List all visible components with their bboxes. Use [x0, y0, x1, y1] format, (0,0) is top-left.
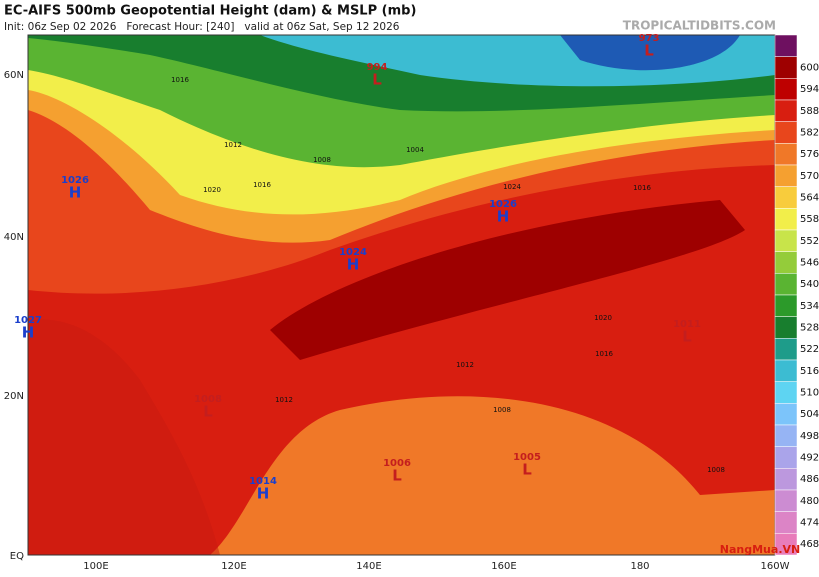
colorbar-swatch	[774, 164, 798, 187]
colorbar-swatch	[774, 294, 798, 317]
colorbar-swatch	[774, 56, 798, 79]
pressure-letter: L	[372, 71, 382, 89]
colorbar-label: 570	[800, 171, 819, 182]
colorbar-swatch	[774, 208, 798, 231]
colorbar-swatch	[774, 273, 798, 296]
colorbar-label: 528	[800, 323, 819, 334]
lat-label: EQ	[10, 551, 24, 562]
pressure-letter: L	[682, 328, 692, 346]
lon-label: 120E	[221, 561, 246, 572]
colorbar-top	[774, 34, 798, 57]
pressure-letter: H	[257, 485, 270, 503]
colorbar-label: 468	[800, 539, 819, 550]
pressure-value: 1026	[489, 199, 517, 210]
pressure-value: 1014	[249, 476, 277, 487]
colorbar-label: 558	[800, 214, 819, 225]
colorbar-swatch	[774, 78, 798, 101]
colorbar-swatch	[774, 338, 798, 361]
colorbar-swatch	[774, 446, 798, 469]
colorbar-label: 540	[800, 279, 819, 290]
colorbar-label: 474	[800, 518, 819, 529]
pressure-letter: H	[497, 208, 510, 226]
pressure-value: 1011	[673, 319, 701, 330]
contour-label: 1008	[313, 156, 331, 164]
lat-label: 40N	[4, 232, 24, 243]
watermark: NangMua.VN	[720, 543, 800, 556]
colorbar-label: 510	[800, 388, 819, 399]
lon-label: 140E	[356, 561, 381, 572]
colorbar-label: 552	[800, 236, 819, 247]
pressure-letter: L	[392, 467, 402, 485]
contour-label: 1016	[253, 181, 271, 189]
pressure-value: 1006	[383, 458, 411, 469]
pressure-letter: L	[644, 42, 654, 60]
lat-label: 20N	[4, 391, 24, 402]
colorbar-label: 600	[800, 63, 819, 74]
lon-label: 180	[630, 561, 649, 572]
colorbar-label: 576	[800, 149, 819, 160]
colorbar-swatch	[774, 251, 798, 274]
contour-label: 1016	[633, 184, 651, 192]
colorbar-swatch	[774, 316, 798, 339]
contour-label: 1012	[275, 396, 293, 404]
contour-label: 1004	[406, 146, 424, 154]
colorbar-label: 492	[800, 453, 819, 464]
colorbar-label: 564	[800, 193, 819, 204]
colorbar-label: 534	[800, 301, 819, 312]
map-field	[27, 34, 776, 556]
lon-label: 100E	[83, 561, 108, 572]
title: EC-AIFS 500mb Geopotential Height (dam) …	[4, 4, 416, 19]
pressure-value: 1005	[513, 452, 541, 463]
pressure-letter: L	[522, 461, 532, 479]
pressure-value: 994	[367, 62, 388, 73]
colorbar-label: 504	[800, 409, 819, 420]
pressure-value: 1027	[14, 315, 42, 326]
lat-label: 60N	[4, 70, 24, 81]
contour-label: 1016	[171, 76, 189, 84]
colorbar-label: 594	[800, 84, 819, 95]
colorbar-swatch	[774, 468, 798, 491]
contour-label: 1008	[707, 466, 725, 474]
colorbar-label: 498	[800, 431, 819, 442]
colorbar-label: 522	[800, 344, 819, 355]
colorbar-swatch	[774, 511, 798, 534]
pressure-value: 973	[639, 33, 660, 44]
contour-label: 1020	[203, 186, 221, 194]
colorbar-label: 588	[800, 106, 819, 117]
contour-label: 1012	[224, 141, 242, 149]
colorbar-swatch	[774, 99, 798, 122]
subtitle: Init: 06z Sep 02 2026 Forecast Hour: [24…	[4, 21, 400, 33]
pressure-value: 1026	[61, 175, 89, 186]
colorbar-swatch	[774, 359, 798, 382]
colorbar-swatch	[774, 186, 798, 209]
colorbar-swatch	[774, 121, 798, 144]
colorbar-label: 486	[800, 474, 819, 485]
pressure-letter: L	[203, 403, 213, 421]
colorbar-swatch	[774, 403, 798, 426]
colorbar-label: 480	[800, 496, 819, 507]
contour-label: 1024	[503, 183, 521, 191]
contour-label: 1008	[493, 406, 511, 414]
brand: TROPICALTIDBITS.COM	[623, 19, 776, 33]
contour-label: 1016	[595, 350, 613, 358]
colorbar-swatch	[774, 229, 798, 252]
colorbar-swatch	[774, 533, 798, 556]
colorbar-swatch	[774, 489, 798, 512]
pressure-value: 1008	[194, 394, 222, 405]
lon-label: 160E	[491, 561, 516, 572]
colorbar-swatch	[774, 424, 798, 447]
pressure-value: 1024	[339, 247, 367, 258]
colorbar-label: 546	[800, 258, 819, 269]
colorbar-swatch	[774, 381, 798, 404]
pressure-letter: H	[22, 324, 35, 342]
contour-label: 1020	[594, 314, 612, 322]
colorbar-swatch	[774, 143, 798, 166]
lon-label: 160W	[761, 561, 790, 572]
contour-label: 1012	[456, 361, 474, 369]
pressure-letter: H	[69, 184, 82, 202]
colorbar-label: 516	[800, 366, 819, 377]
pressure-letter: H	[347, 256, 360, 274]
colorbar-label: 582	[800, 128, 819, 139]
